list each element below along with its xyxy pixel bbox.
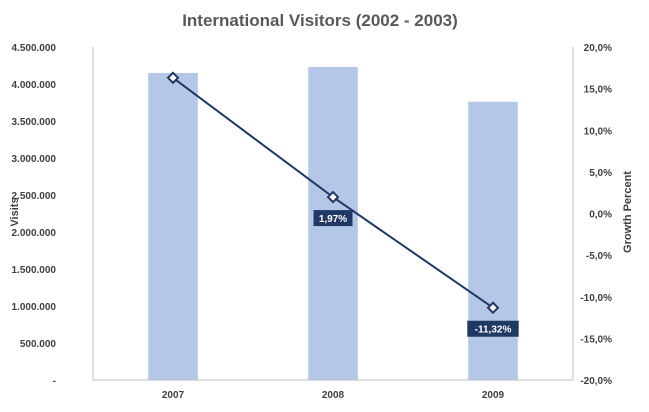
y-tick-label: 500.000: [20, 339, 57, 350]
y-tick-label: 2.000.000: [12, 228, 57, 239]
bar-2007: [148, 72, 198, 381]
growth-marker-2007: [166, 71, 180, 85]
x-tick-label: 2009: [482, 390, 505, 401]
bar-2009: [468, 101, 518, 380]
x-axis-ticks: 2007 2008 2009: [162, 390, 505, 401]
x-tick-label: 2008: [322, 390, 345, 401]
y-tick-label: 1.500.000: [12, 265, 57, 276]
x-tick-label: 2007: [162, 390, 185, 401]
data-label-box: [467, 320, 519, 337]
y2-tick-label: 10,0%: [584, 126, 612, 137]
chart-title: International Visitors (2002 - 2003): [182, 11, 458, 30]
y-tick-label: 1.000.000: [12, 302, 57, 313]
axes-group: [92, 47, 574, 381]
data-label-box: [313, 210, 353, 227]
y-tick-label: 2.500.000: [12, 191, 57, 202]
y2-tick-label: -20,0%: [580, 376, 612, 387]
y2-tick-label: -5,0%: [586, 251, 612, 262]
y-tick-label: 4.500.000: [12, 43, 57, 54]
y2-axis-title: Growth Percent: [622, 171, 634, 253]
y-axis-title: Visits: [9, 197, 21, 226]
growth-line-group: [166, 71, 500, 315]
data-labels-group: 1,97% -11,32%: [313, 210, 519, 337]
y2-tick-label: -15,0%: [580, 334, 612, 345]
data-label: -11,32%: [475, 325, 512, 336]
y2-tick-label: -10,0%: [580, 293, 612, 304]
y-tick-label: 3.000.000: [12, 154, 57, 165]
left-axis-ticks: - 500.000 1.000.000 1.500.000 2.000.000 2.500…: [12, 43, 57, 387]
y2-tick-label: 15,0%: [584, 85, 612, 96]
y-tick-label: 4.000.000: [12, 80, 57, 91]
data-label: 1,97%: [319, 214, 347, 225]
growth-marker-2009: [486, 301, 500, 315]
y2-tick-label: 5,0%: [589, 168, 612, 179]
y-tick-label: 3.500.000: [12, 117, 57, 128]
y2-tick-label: 0,0%: [589, 210, 612, 221]
y-tick-label: -: [53, 376, 56, 387]
growth-marker-2008: [326, 190, 340, 204]
y2-tick-label: 20,0%: [584, 43, 612, 54]
right-axis-ticks: -20,0% -15,0% -10,0% -5,0% 0,0% 5,0% 10,0% 15,0…: [580, 43, 612, 387]
